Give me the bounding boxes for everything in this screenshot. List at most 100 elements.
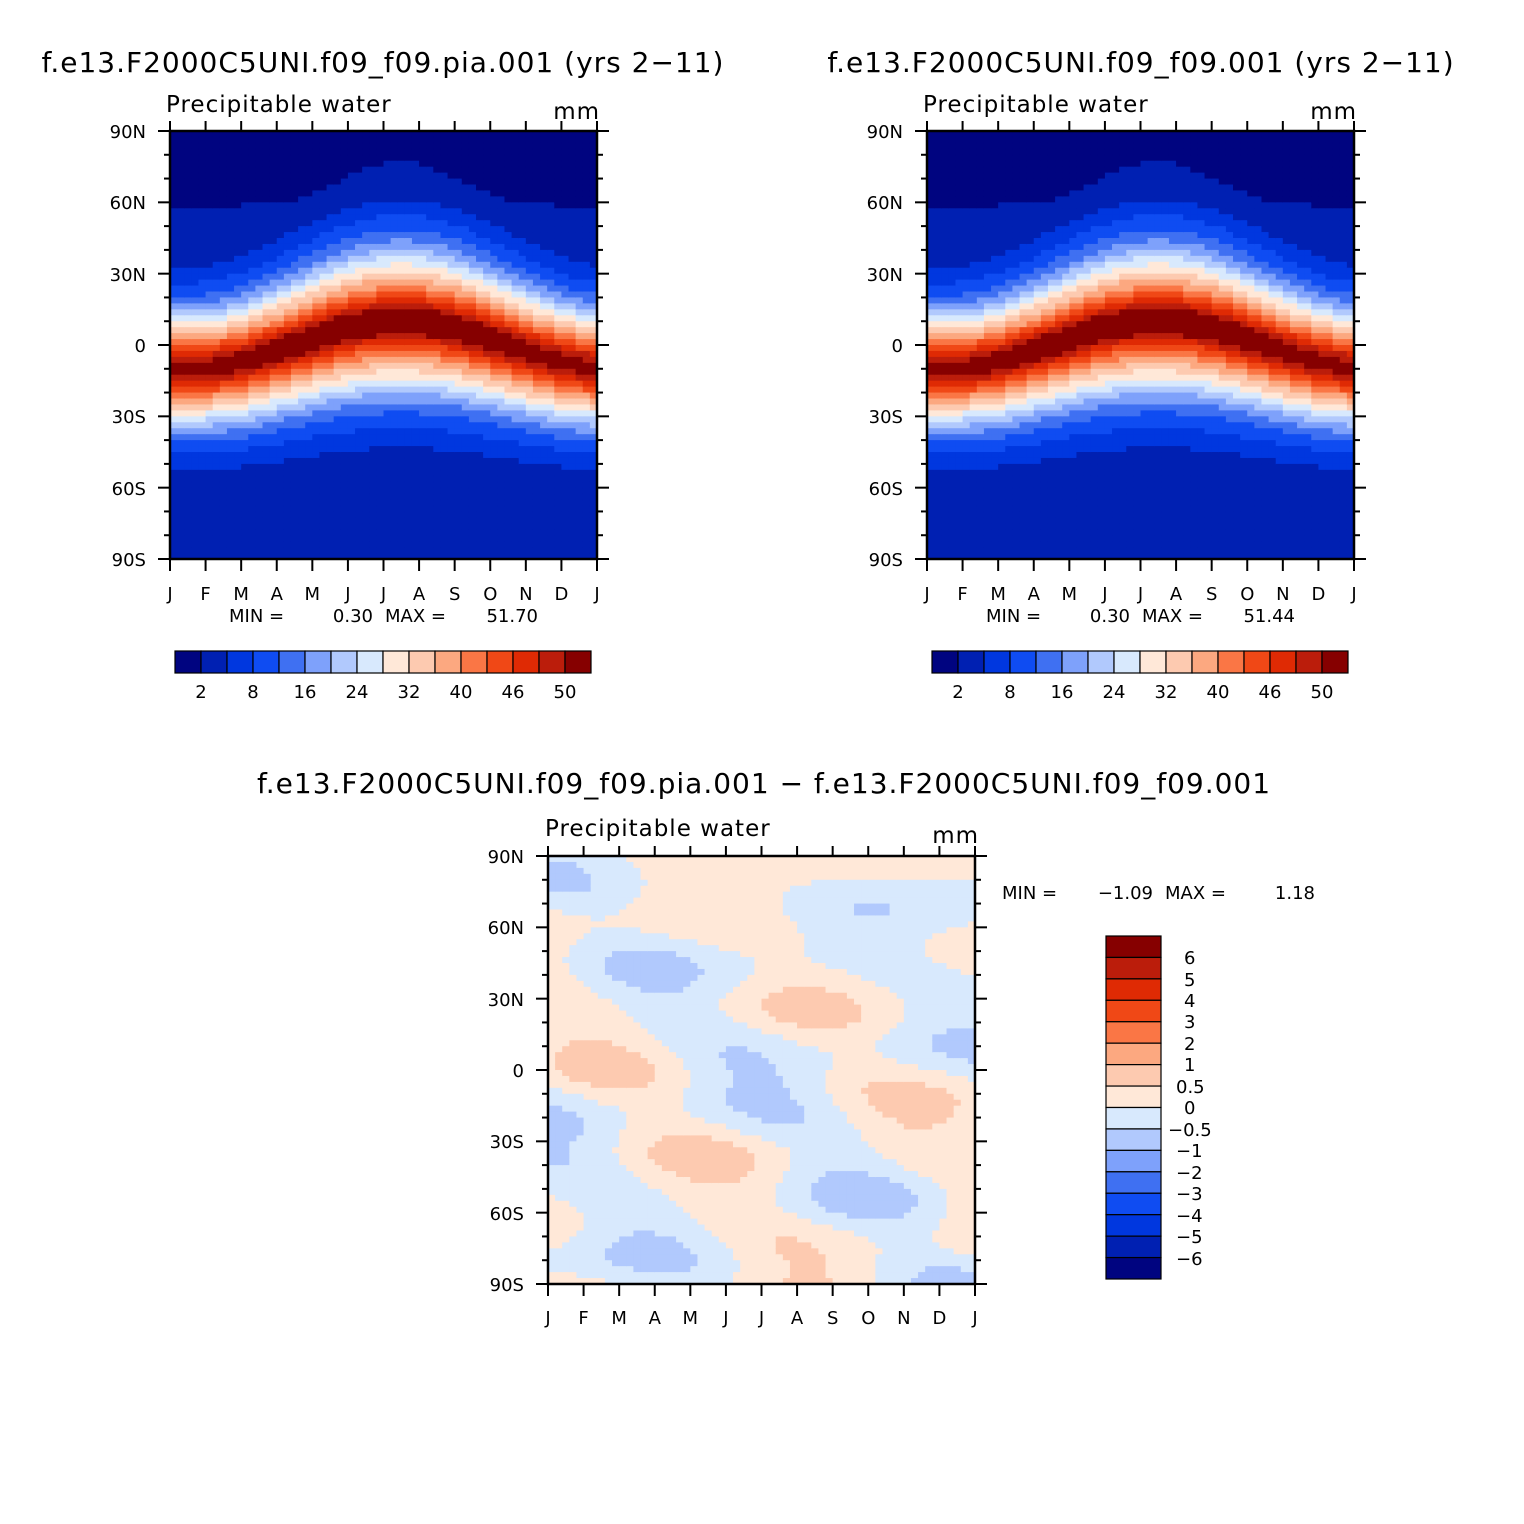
field-cell <box>369 541 377 548</box>
field-cell <box>376 274 384 281</box>
field-cell <box>476 399 484 406</box>
field-cell <box>263 339 271 346</box>
field-cell <box>483 208 491 215</box>
field-cell <box>426 500 434 507</box>
field-cell <box>341 410 349 417</box>
field-cell <box>533 387 541 394</box>
field-cell <box>412 363 420 370</box>
field-cell <box>533 363 541 370</box>
field-cell <box>270 488 278 495</box>
field-cell <box>362 190 370 197</box>
field-cell <box>348 511 356 518</box>
field-cell <box>455 208 463 215</box>
field-cell <box>512 303 520 310</box>
field-cell <box>348 173 356 180</box>
field-cell <box>355 452 363 459</box>
field-cell <box>547 422 555 429</box>
field-cell <box>412 446 420 453</box>
field-cell <box>241 220 249 227</box>
field-cell <box>241 226 249 233</box>
field-cell <box>255 387 263 394</box>
field-cell <box>213 351 221 358</box>
field-cell <box>412 196 420 203</box>
field-cell <box>341 303 349 310</box>
field-cell <box>213 185 221 192</box>
field-cell <box>369 339 377 346</box>
field-cell <box>319 511 327 518</box>
field-cell <box>334 381 342 388</box>
field-cell <box>241 179 249 186</box>
field-cell <box>184 155 192 162</box>
field-cell <box>213 399 221 406</box>
field-cell <box>497 137 505 144</box>
field-cell <box>298 292 306 299</box>
field-cell <box>934 196 942 203</box>
field-cell <box>490 428 498 435</box>
field-cell <box>298 220 306 227</box>
field-cell <box>255 327 263 334</box>
field-cell <box>398 458 406 465</box>
field-cell <box>284 262 292 269</box>
field-cell <box>191 393 199 400</box>
field-cell <box>576 327 584 334</box>
field-cell <box>263 208 271 215</box>
field-cell <box>305 470 313 477</box>
field-cell <box>948 333 956 340</box>
field-cell <box>277 309 285 316</box>
field-cell <box>398 363 406 370</box>
field-cell <box>963 286 971 293</box>
field-cell <box>177 523 185 530</box>
field-cell <box>213 535 221 542</box>
field-cell <box>540 185 548 192</box>
field-cell <box>362 434 370 441</box>
field-cell <box>419 244 427 251</box>
field-cell <box>398 250 406 257</box>
field-cell <box>198 137 206 144</box>
field-cell <box>512 327 520 334</box>
field-cell <box>234 434 242 441</box>
panel1-xtick-1: F <box>200 584 210 605</box>
field-cell <box>547 185 555 192</box>
field-cell <box>184 434 192 441</box>
field-cell <box>948 220 956 227</box>
field-cell <box>576 506 584 513</box>
field-cell <box>341 404 349 411</box>
field-cell <box>376 375 384 382</box>
panel1-yticks: 90N 60N 30N 0 30S 60S 90S <box>110 122 146 571</box>
field-cell <box>384 428 392 435</box>
field-cell <box>327 333 335 340</box>
field-cell <box>305 149 313 156</box>
field-cell <box>963 470 971 477</box>
field-cell <box>433 529 441 536</box>
field-cell <box>561 339 569 346</box>
field-cell <box>540 375 548 382</box>
field-cell <box>433 458 441 465</box>
field-cell <box>433 196 441 203</box>
field-cell <box>497 208 505 215</box>
field-cell <box>305 446 313 453</box>
field-cell <box>533 196 541 203</box>
field-cell <box>533 250 541 257</box>
field-cell <box>955 488 963 495</box>
field-cell <box>455 226 463 233</box>
field-cell <box>369 529 377 536</box>
field-cell <box>369 327 377 334</box>
field-cell <box>412 351 420 358</box>
field-cell <box>970 381 978 388</box>
field-cell <box>405 351 413 358</box>
field-cell <box>198 309 206 316</box>
field-cell <box>504 381 512 388</box>
field-cell <box>327 541 335 548</box>
field-cell <box>547 220 555 227</box>
field-cell <box>391 327 399 334</box>
field-cell <box>220 137 228 144</box>
field-cell <box>476 416 484 423</box>
field-cell <box>583 250 591 257</box>
field-cell <box>270 155 278 162</box>
field-cell <box>533 529 541 536</box>
field-cell <box>206 458 214 465</box>
field-cell <box>448 190 456 197</box>
field-cell <box>490 535 498 542</box>
field-cell <box>948 488 956 495</box>
field-cell <box>519 506 527 513</box>
